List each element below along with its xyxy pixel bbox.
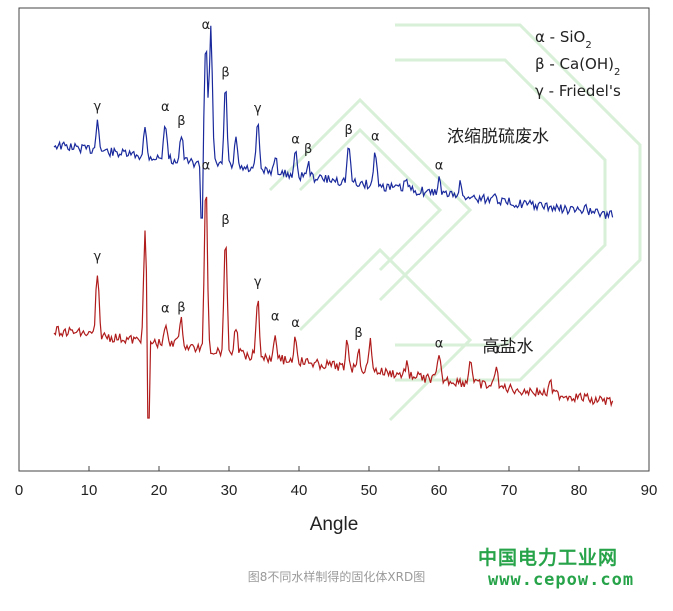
watermark-shape-2: [268, 97, 473, 302]
x-tick-label: 20: [151, 482, 168, 499]
peak-label: α: [271, 309, 280, 324]
legend-entry: β - Ca(OH)2: [535, 55, 620, 78]
watermark-shape-4: [298, 247, 473, 422]
peak-label: β: [354, 326, 362, 341]
figure-caption: 图8不同水样制得的固化体XRD图: [247, 570, 426, 584]
peak-label: α: [492, 342, 501, 357]
legend: α - SiO2 β - Ca(OH)2 γ - Friedel's: [535, 28, 621, 100]
peak-label: β: [177, 300, 185, 315]
x-tick-label: 10: [81, 482, 98, 499]
peak-label: β: [221, 213, 229, 228]
peak-label: γ: [254, 102, 262, 117]
x-tick-label: 40: [291, 482, 308, 499]
peak-label: α: [435, 158, 444, 173]
x-tick-label: 70: [501, 482, 518, 499]
series-name-1: 高盐水: [483, 337, 534, 357]
legend-entry: γ - Friedel's: [535, 82, 621, 100]
watermark-shape-3: [298, 127, 443, 272]
watermark-shape-1: [395, 58, 607, 347]
peak-label: γ: [94, 250, 102, 265]
peak-label: β: [345, 123, 353, 138]
background-watermark-pattern: [268, 23, 642, 422]
peak-label: α: [291, 132, 300, 147]
x-tick-label: 50: [361, 482, 378, 499]
x-tick-label: 80: [571, 482, 588, 499]
x-tick-label: 60: [431, 482, 448, 499]
legend-entry: α - SiO2: [535, 28, 592, 51]
peak-label: β: [221, 66, 229, 81]
series-layer: [53, 25, 614, 419]
plot-frame: [18, 7, 650, 472]
watermark-shape-0: [395, 23, 642, 382]
x-axis: 0 10 20 30 40 50 60 70 80 90: [15, 466, 658, 499]
peak-label: α: [161, 100, 170, 115]
peak-label: α: [435, 337, 444, 352]
x-tick-label: 0: [15, 482, 23, 499]
peak-label: α: [202, 18, 211, 33]
series-name-0: 浓缩脱硫废水: [447, 127, 549, 147]
peak-label: β: [177, 114, 185, 129]
peak-label: α: [161, 301, 170, 316]
x-axis-label: Angle: [310, 514, 359, 535]
x-tick-label: 30: [221, 482, 238, 499]
peak-label: α: [202, 159, 211, 174]
peak-label: γ: [254, 275, 262, 290]
watermark-url: www.cepow.com: [488, 570, 635, 590]
x-tick-label: 90: [641, 482, 658, 499]
peak-label: γ: [94, 99, 102, 114]
plot-area: [18, 7, 650, 472]
peak-label: α: [371, 129, 380, 144]
series-line-0: [53, 25, 614, 220]
peak-label: α: [291, 316, 300, 331]
watermark-site-name: 中国电力工业网: [478, 547, 619, 569]
peak-label: β: [304, 142, 312, 157]
series-line-1: [53, 196, 614, 419]
